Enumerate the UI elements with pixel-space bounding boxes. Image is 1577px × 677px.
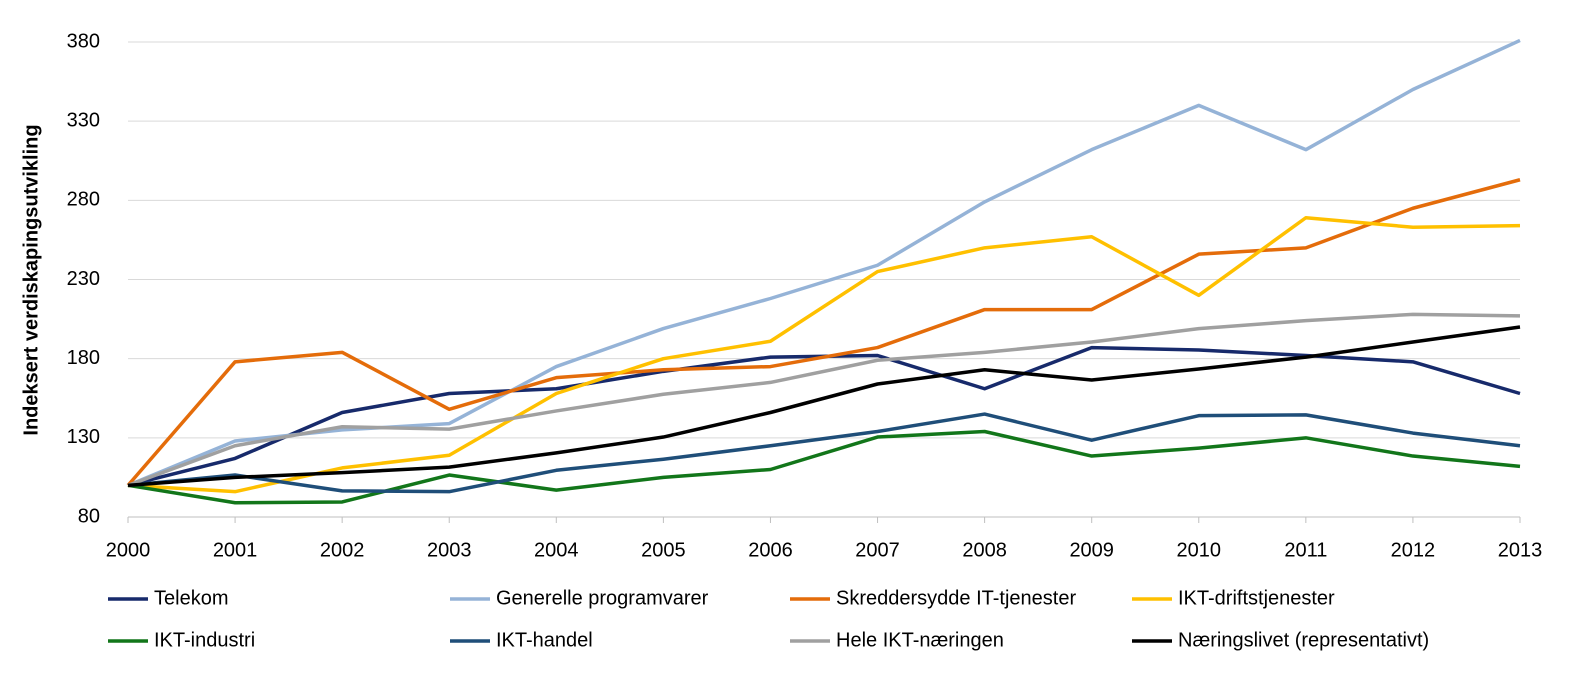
- series-line: [127, 412, 1521, 494]
- legend-label: Telekom: [154, 587, 228, 609]
- legend-label: Skreddersydde IT-tjenester: [836, 587, 1076, 609]
- x-tick-label: 2007: [855, 539, 900, 561]
- legend-label: IKT-handel: [496, 629, 593, 651]
- x-tick-label: 2008: [962, 539, 1007, 561]
- x-tick-label: 2010: [1177, 539, 1222, 561]
- y-tick-label: 330: [67, 109, 100, 131]
- x-tick-label: 2002: [320, 539, 365, 561]
- series-line: [127, 216, 1521, 494]
- x-tick-label: 2012: [1391, 539, 1436, 561]
- legend-label: IKT-industri: [154, 629, 255, 651]
- x-tick-label: 2003: [427, 539, 472, 561]
- series-line: [127, 312, 1521, 487]
- y-tick-label: 180: [67, 347, 100, 369]
- x-tick-label: 2004: [534, 539, 579, 561]
- x-tick-label: 2000: [106, 539, 151, 561]
- series-line: [126, 178, 1521, 487]
- y-tick-label: 80: [78, 505, 100, 527]
- series-line: [127, 325, 1521, 488]
- x-tick-label: 2005: [641, 539, 686, 561]
- x-tick-label: 2001: [213, 539, 258, 561]
- legend-label: Næringslivet (representativt): [1178, 629, 1429, 651]
- y-tick-label: 130: [67, 426, 100, 448]
- x-tick-label: 2013: [1498, 539, 1543, 561]
- series-line: [127, 429, 1521, 505]
- y-tick-label: 230: [67, 268, 100, 290]
- legend-label: Generelle programvarer: [496, 587, 709, 609]
- y-tick-label: 380: [67, 30, 100, 52]
- legend-label: IKT-driftstjenester: [1178, 587, 1335, 609]
- y-axis-label: Indeksert verdiskapingsutvikling: [20, 124, 42, 435]
- legend-label: Hele IKT-næringen: [836, 629, 1004, 651]
- x-tick-label: 2011: [1284, 539, 1327, 561]
- series-line: [127, 38, 1521, 487]
- x-tick-label: 2009: [1069, 539, 1114, 561]
- y-tick-label: 280: [67, 189, 100, 211]
- x-tick-label: 2006: [748, 539, 793, 561]
